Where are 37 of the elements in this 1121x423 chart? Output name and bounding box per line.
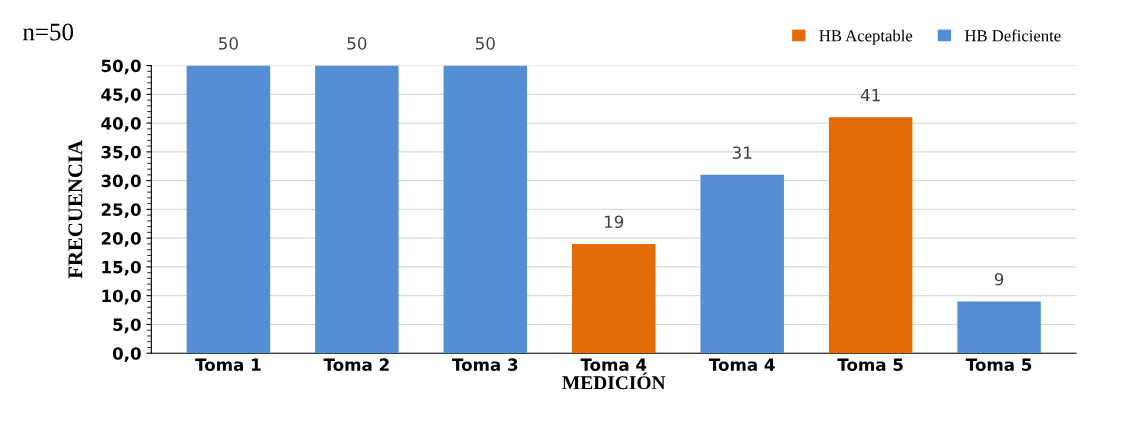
bar — [315, 65, 399, 354]
data-label: 9 — [994, 272, 1004, 286]
y-tick-label: 50,0 — [101, 59, 141, 75]
x-axis-title: MEDICIÓN — [562, 372, 666, 390]
y-tick-label: 25,0 — [101, 203, 141, 219]
data-label: 31 — [732, 146, 752, 159]
bar — [572, 243, 656, 354]
x-tick-label: Toma 3 — [452, 358, 518, 371]
y-tick-label: 35,0 — [101, 145, 141, 161]
y-tick-label: 40,0 — [101, 117, 141, 132]
bar — [443, 65, 528, 354]
legend-label: HB Deficiente — [964, 29, 1061, 42]
y-tick-label: 20,0 — [101, 232, 141, 247]
x-tick-label: Toma 5 — [965, 358, 1032, 371]
y-tick-label: 5,0 — [113, 318, 141, 334]
y-tick-label: 30,0 — [101, 174, 141, 190]
y-tick-label: 0,0 — [112, 347, 141, 362]
legend-label: HB Aceptable — [819, 29, 913, 45]
text: n=50 — [22, 23, 74, 41]
x-tick-label: Toma 5 — [837, 358, 903, 371]
bar — [700, 174, 784, 354]
x-tick-label: Toma 2 — [323, 358, 389, 371]
data-label: 50 — [219, 37, 238, 50]
y-tick-label: 45,0 — [101, 88, 141, 104]
bar — [828, 117, 913, 354]
data-label: 41 — [860, 89, 880, 102]
y-axis-title: FRECUENCIA — [68, 140, 83, 279]
x-tick-label: Toma 1 — [195, 358, 261, 371]
data-label: 19 — [604, 215, 624, 229]
data-label: 50 — [475, 37, 495, 50]
x-tick-label: Toma 4 — [580, 358, 647, 371]
y-tick-label: 15,0 — [102, 260, 141, 276]
x-tick-label: Toma 4 — [708, 358, 775, 371]
y-tick-label: 10,0 — [102, 289, 141, 305]
bar — [957, 301, 1041, 354]
data-label: 50 — [347, 37, 367, 50]
bar — [186, 65, 271, 354]
